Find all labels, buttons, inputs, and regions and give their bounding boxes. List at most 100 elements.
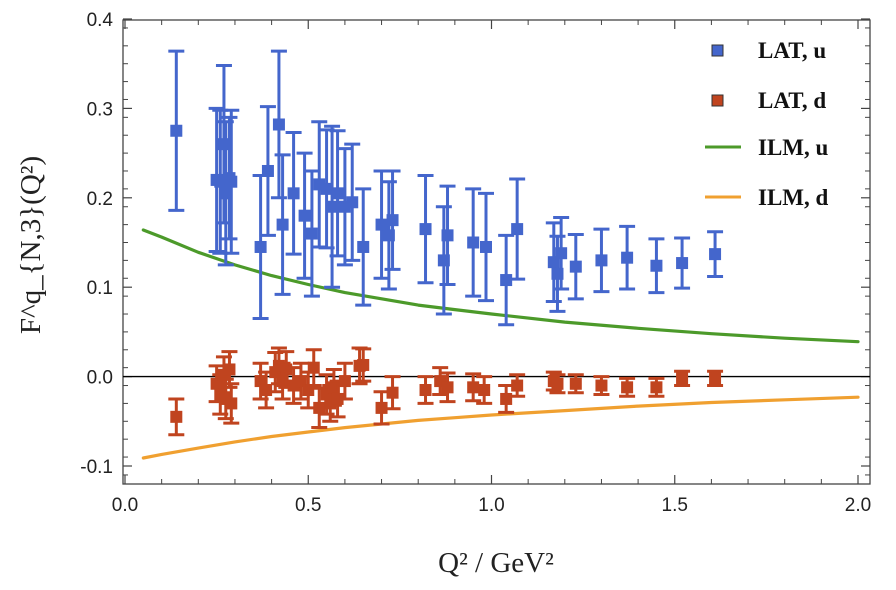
point-lat-u (285, 131, 302, 256)
marker (419, 223, 432, 236)
point-lat-d (355, 347, 372, 383)
point-lat-d (549, 373, 566, 395)
axis-ticks: 0.0 0.5 1.0 1.5 2.0 -0.1 0.0 0.1 0.2 0.3 0.4 (80, 10, 871, 516)
point-lat-u (509, 177, 526, 281)
marker (272, 118, 285, 131)
marker (386, 386, 399, 399)
marker (441, 381, 454, 394)
point-lat-d (509, 373, 526, 398)
marker (709, 372, 722, 385)
point-lat-u (593, 227, 610, 294)
marker (511, 379, 524, 392)
point-lat-u (553, 215, 570, 291)
marker (441, 229, 454, 242)
marker (551, 377, 564, 390)
x-tick-label: 0.5 (295, 495, 321, 516)
point-lat-u (324, 124, 341, 289)
marker (709, 248, 722, 261)
point-lat-d (674, 369, 691, 388)
point-lat-u (355, 187, 372, 307)
marker (280, 363, 293, 376)
marker (254, 240, 267, 253)
marker (170, 124, 183, 137)
y-tick-label: 0.0 (87, 368, 113, 389)
marker (569, 260, 582, 273)
point-lat-u (567, 232, 584, 301)
legend-label-ilm-d: ILM, d (758, 185, 829, 210)
point-lat-u (439, 184, 456, 287)
marker (467, 381, 480, 394)
marker (357, 358, 370, 371)
marker (621, 381, 634, 394)
x-axis-title: Q² / GeV² (438, 547, 554, 579)
point-lat-d (221, 350, 238, 389)
marker (223, 363, 236, 376)
point-lat-d (476, 375, 493, 405)
point-lat-d (311, 386, 328, 430)
marker (595, 254, 608, 267)
point-lat-d (168, 397, 185, 437)
point-lat-u (498, 233, 515, 327)
marker (261, 164, 274, 177)
marker (287, 187, 300, 200)
marker (480, 240, 493, 253)
point-lat-u (329, 129, 346, 258)
point-lat-d (439, 371, 456, 404)
marker (650, 381, 663, 394)
point-lat-u (274, 153, 291, 296)
marker (320, 182, 333, 195)
point-lat-u (619, 224, 636, 291)
legend-label-lat-u: LAT, u (758, 38, 826, 63)
point-lat-d (223, 382, 240, 425)
marker (375, 401, 388, 414)
marker (500, 274, 513, 287)
plot-border (122, 19, 871, 485)
marker (555, 247, 568, 260)
y-axis-title: F^q_{N,3}(Q²) (15, 156, 47, 334)
marker (346, 196, 359, 209)
marker (357, 240, 370, 253)
marker (307, 361, 320, 374)
marker (386, 214, 399, 227)
x-tick-label: 1.5 (662, 495, 688, 516)
marker (254, 375, 267, 388)
marker (331, 187, 344, 200)
marker (313, 401, 326, 414)
point-lat-u (674, 236, 691, 290)
point-lat-u (648, 237, 665, 295)
marker (170, 410, 183, 423)
marker (260, 384, 273, 397)
point-lat-u (465, 187, 482, 298)
point-lat-u (380, 180, 397, 291)
point-lat-d (336, 361, 353, 401)
y-tick-label: -0.1 (80, 457, 113, 478)
point-lat-u (296, 151, 313, 280)
point-lat-u (384, 169, 401, 271)
marker (621, 251, 634, 264)
point-lat-u (478, 191, 495, 303)
point-lat-u (259, 105, 276, 237)
y-tick-label: 0.2 (87, 189, 113, 210)
point-lat-u (344, 142, 361, 262)
marker (676, 372, 689, 385)
marker (326, 200, 339, 213)
model-curves (141, 228, 860, 460)
curve-ilm-d (141, 395, 860, 460)
point-lat-u (270, 49, 287, 200)
point-lat-u (435, 205, 452, 316)
point-lat-d (619, 376, 636, 398)
point-lat-u (707, 230, 724, 278)
marker (419, 384, 432, 397)
point-lat-d (465, 372, 482, 403)
marker (511, 223, 524, 236)
x-tick-label: 2.0 (845, 495, 871, 516)
marker (569, 377, 582, 390)
legend-label-ilm-u: ILM, u (758, 135, 829, 160)
point-lat-d (305, 348, 322, 388)
point-lat-u (417, 173, 434, 285)
marker (650, 259, 663, 272)
point-lat-d (707, 369, 724, 388)
marker (595, 379, 608, 392)
legend-label-lat-d: LAT, d (758, 88, 826, 113)
